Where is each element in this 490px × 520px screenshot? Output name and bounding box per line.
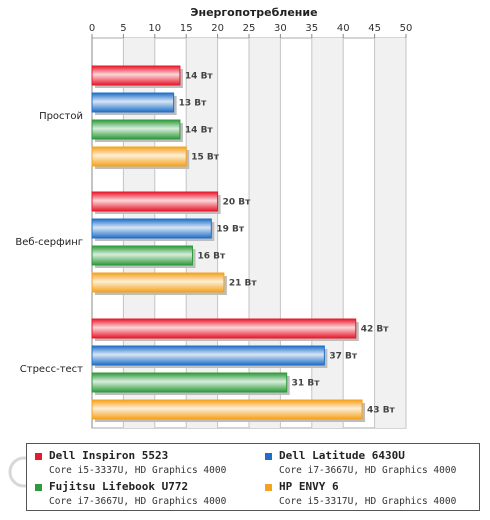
legend-desc: Core i5-3317U, HD Graphics 4000	[279, 496, 457, 507]
bar-value-label: 13 Вт	[179, 99, 208, 109]
bar	[91, 218, 212, 239]
bar	[91, 399, 363, 420]
legend-item: HP ENVY 6 Core i5-3317U, HD Graphics 4000	[265, 480, 480, 510]
legend-item: Dell Inspiron 5523 Core i5-3337U, HD Grap…	[35, 449, 250, 479]
x-tick-label: 10	[148, 23, 161, 34]
x-tick-label: 20	[211, 23, 224, 34]
bar-value-label: 15 Вт	[191, 153, 220, 163]
plot-band	[374, 38, 406, 428]
plot-band	[249, 38, 281, 428]
chart-title: Энергопотребление	[190, 6, 317, 19]
legend-name: Dell Inspiron 5523	[49, 449, 169, 462]
bar-value-label: 20 Вт	[223, 198, 252, 208]
bar	[91, 146, 187, 167]
legend-swatch	[35, 484, 42, 491]
bar	[91, 345, 325, 366]
bar-value-label: 37 Вт	[329, 352, 358, 362]
bar	[91, 272, 225, 293]
category-label: Стресс-тест	[20, 364, 83, 375]
bar	[91, 372, 288, 393]
bar-value-label: 14 Вт	[185, 126, 214, 136]
x-tick-label: 25	[243, 23, 256, 34]
bar-value-label: 14 Вт	[185, 72, 214, 82]
x-tick-label: 0	[89, 23, 95, 34]
bar-value-label: 43 Вт	[367, 406, 396, 416]
bar	[91, 318, 357, 339]
bar	[91, 65, 181, 86]
bar-value-label: 16 Вт	[197, 252, 226, 262]
x-tick-label: 35	[305, 23, 318, 34]
legend-name: Dell Latitude 6430U	[279, 449, 405, 462]
legend-desc: Core i7-3667U, HD Graphics 4000	[279, 465, 457, 476]
bar	[91, 119, 181, 140]
x-tick-label: 40	[337, 23, 350, 34]
bar	[91, 92, 175, 113]
legend: Dell Inspiron 5523 Core i5-3337U, HD Grap…	[26, 443, 480, 511]
legend-desc: Core i7-3667U, HD Graphics 4000	[49, 496, 227, 507]
category-label: Простой	[39, 111, 83, 122]
bar-value-label: 42 Вт	[361, 325, 390, 335]
legend-name: Fujitsu Lifebook U772	[49, 480, 189, 493]
x-tick-label: 30	[274, 23, 287, 34]
x-tick-label: 50	[400, 23, 413, 34]
x-tick-label: 5	[120, 23, 126, 34]
x-tick-label: 15	[180, 23, 193, 34]
legend-item: Dell Latitude 6430U Core i7-3667U, HD Gra…	[265, 449, 480, 479]
bar-value-label: 19 Вт	[216, 225, 245, 235]
bars: 14 Вт 13 Вт 14 Вт 15 Вт 20 Вт 19 Вт 16 Вт 21 Вт…	[91, 65, 396, 422]
legend-swatch	[265, 453, 272, 460]
x-tick-label: 45	[368, 23, 381, 34]
legend-swatch	[35, 453, 42, 460]
legend-name: HP ENVY 6	[279, 480, 339, 493]
bar	[91, 191, 219, 212]
bar-value-label: 31 Вт	[292, 379, 321, 389]
bar	[91, 245, 193, 266]
legend-swatch	[265, 484, 272, 491]
category-labels: Простой Веб-серфинг Стресс-тест	[15, 111, 83, 375]
bar-value-label: 21 Вт	[229, 279, 258, 289]
category-label: Веб-серфинг	[15, 237, 83, 248]
plot-band	[311, 38, 344, 428]
legend-desc: Core i5-3337U, HD Graphics 4000	[49, 465, 227, 476]
legend-item: Fujitsu Lifebook U772 Core i7-3667U, HD G…	[35, 480, 250, 510]
